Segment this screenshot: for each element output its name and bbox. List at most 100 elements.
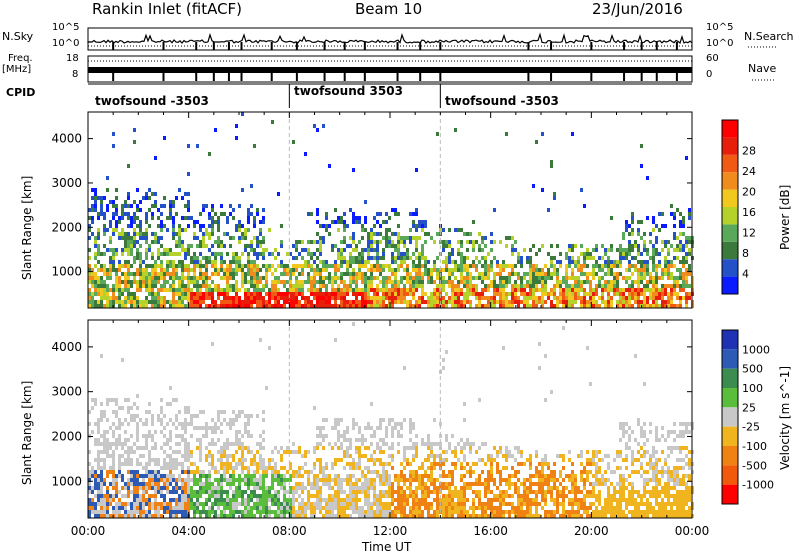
heatmap-cell	[94, 252, 97, 256]
heatmap-cell	[238, 260, 241, 264]
heatmap-cell	[490, 454, 493, 458]
heatmap-cell	[400, 498, 403, 502]
heatmap-cell	[274, 510, 277, 514]
heatmap-cell	[505, 450, 508, 454]
heatmap-cell	[157, 276, 160, 280]
heatmap-cell	[286, 498, 289, 502]
heatmap-cell	[598, 296, 601, 300]
heatmap-cell	[550, 292, 553, 296]
heatmap-cell	[154, 156, 157, 160]
heatmap-cell	[457, 280, 460, 284]
heatmap-cell	[142, 506, 145, 510]
heatmap-cell	[133, 510, 136, 514]
heatmap-cell	[652, 284, 655, 288]
heatmap-cell	[130, 450, 133, 454]
heatmap-cell	[487, 296, 490, 300]
heatmap-cell	[145, 466, 148, 470]
heatmap-cell	[265, 284, 268, 288]
heatmap-cell	[172, 506, 175, 510]
heatmap-cell	[196, 426, 199, 430]
heatmap-cell	[115, 280, 118, 284]
heatmap-cell	[364, 220, 367, 224]
heatmap-cell	[325, 288, 328, 292]
heatmap-cell	[172, 220, 175, 224]
heatmap-cell	[103, 514, 106, 518]
heatmap-cell	[316, 280, 319, 284]
heatmap-cell	[403, 418, 406, 422]
heatmap-cell	[100, 304, 103, 308]
heatmap-cell	[559, 288, 562, 292]
heatmap-cell	[610, 244, 613, 248]
heatmap-cell	[148, 292, 151, 296]
heatmap-cell	[310, 280, 313, 284]
heatmap-cell	[394, 296, 397, 300]
heatmap-cell	[145, 236, 148, 240]
heatmap-cell	[433, 288, 436, 292]
heatmap-cell	[322, 418, 325, 422]
heatmap-cell	[562, 280, 565, 284]
heatmap-cell	[241, 446, 244, 450]
heatmap-cell	[448, 506, 451, 510]
heatmap-cell	[409, 240, 412, 244]
heatmap-cell	[430, 304, 433, 308]
heatmap-cell	[409, 272, 412, 276]
heatmap-cell	[451, 252, 454, 256]
heatmap-cell	[688, 268, 691, 272]
heatmap-cell	[109, 470, 112, 474]
heatmap-cell	[592, 300, 595, 304]
heatmap-cell	[475, 490, 478, 494]
heatmap-cell	[226, 506, 229, 510]
heatmap-cell	[235, 260, 238, 264]
heatmap-cell	[328, 276, 331, 280]
heatmap-cell	[433, 264, 436, 268]
heatmap-cell	[640, 252, 643, 256]
heatmap-cell	[223, 292, 226, 296]
heatmap-cell	[640, 280, 643, 284]
heatmap-cell	[94, 208, 97, 212]
heatmap-cell	[187, 268, 190, 272]
heatmap-cell	[268, 514, 271, 518]
heatmap-cell	[175, 252, 178, 256]
heatmap-cell	[355, 248, 358, 252]
heatmap-cell	[142, 494, 145, 498]
heatmap-cell	[514, 486, 517, 490]
heatmap-cell	[364, 494, 367, 498]
heatmap-cell	[166, 280, 169, 284]
heatmap-cell	[208, 498, 211, 502]
heatmap-cell	[325, 418, 328, 422]
heatmap-cell	[100, 450, 103, 454]
heatmap-cell	[331, 244, 334, 248]
heatmap-cell	[373, 478, 376, 482]
heatmap-cell	[478, 458, 481, 462]
heatmap-cell	[190, 494, 193, 498]
heatmap-cell	[412, 276, 415, 280]
heatmap-cell	[391, 454, 394, 458]
heatmap-cell	[661, 288, 664, 292]
heatmap-cell	[295, 244, 298, 248]
heatmap-cell	[442, 514, 445, 518]
heatmap-cell	[277, 288, 280, 292]
heatmap-cell	[685, 304, 688, 308]
heatmap-cell	[316, 442, 319, 446]
heatmap-cell	[628, 224, 631, 228]
heatmap-cell	[277, 280, 280, 284]
heatmap-cell	[484, 260, 487, 264]
heatmap-cell	[310, 506, 313, 510]
heatmap-cell	[448, 228, 451, 232]
heatmap-cell	[139, 462, 142, 466]
heatmap-cell	[151, 292, 154, 296]
heatmap-cell	[490, 458, 493, 462]
heatmap-cell	[322, 470, 325, 474]
heatmap-cell	[451, 482, 454, 486]
heatmap-cell	[427, 474, 430, 478]
heatmap-cell	[235, 490, 238, 494]
heatmap-cell	[166, 252, 169, 256]
heatmap-cell	[421, 482, 424, 486]
heatmap-cell	[415, 474, 418, 478]
heatmap-cell	[604, 264, 607, 268]
heatmap-cell	[136, 296, 139, 300]
heatmap-cell	[643, 264, 646, 268]
heatmap-cell	[103, 228, 106, 232]
heatmap-cell	[205, 474, 208, 478]
heatmap-cell	[460, 438, 463, 442]
